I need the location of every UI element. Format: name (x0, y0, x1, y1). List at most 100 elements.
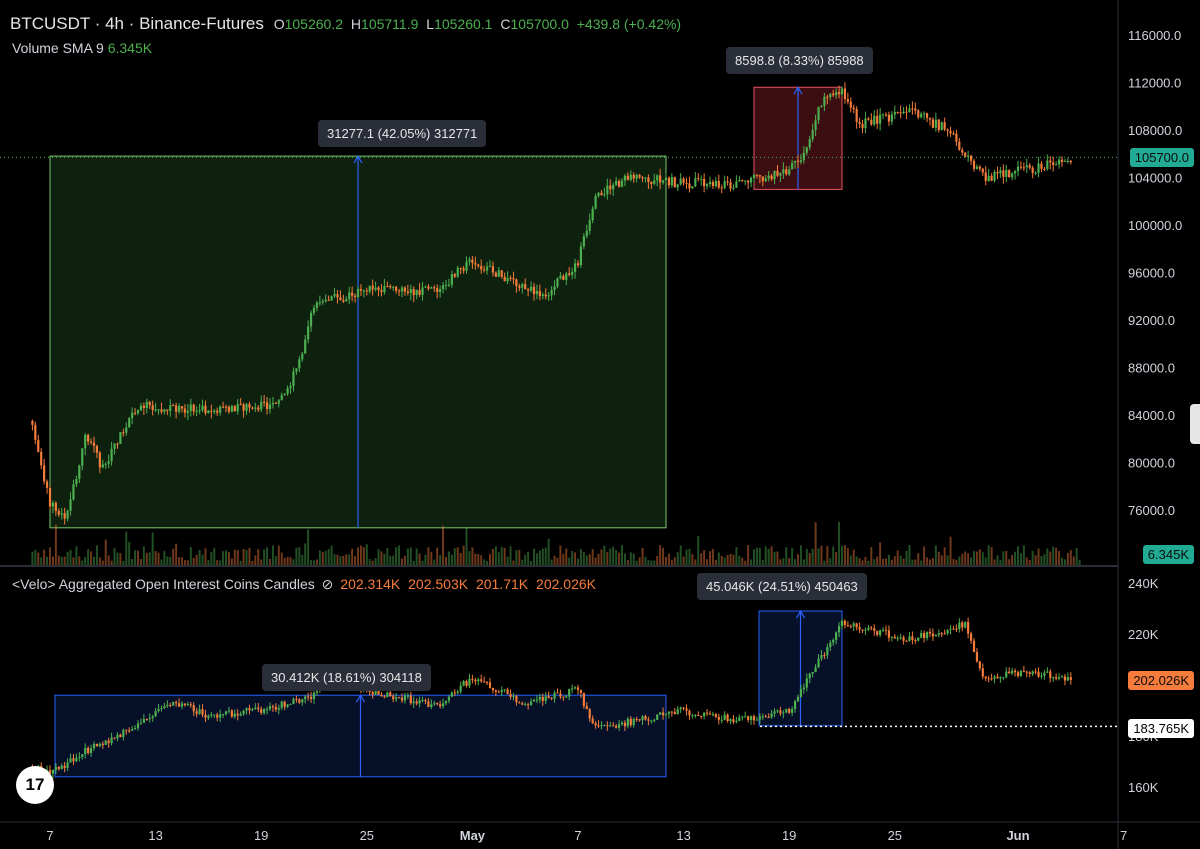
oi-candle-body (984, 676, 987, 679)
symbol-header[interactable]: BTCUSDT · 4h · Binance-Futures O105260.2… (10, 14, 681, 34)
volume-bar (509, 546, 512, 565)
price-candle-body (286, 388, 289, 394)
oi-candle-body (576, 687, 580, 690)
price-candle-body (315, 302, 319, 308)
volume-bar (471, 547, 474, 565)
volume-bar (204, 548, 207, 565)
price-candle-body (837, 92, 841, 95)
volume-bar (782, 558, 785, 565)
eye-slash-icon[interactable]: ⊘ (321, 576, 334, 592)
price-candle-body (600, 192, 603, 196)
oi-tick-label: 220K (1128, 627, 1159, 642)
price-candle-body (430, 287, 433, 289)
volume-bar (714, 559, 717, 565)
volume-bar (1069, 549, 1072, 565)
price-candle-body (465, 261, 468, 271)
volume-bar (1025, 557, 1028, 565)
price-tick-label: 92000.0 (1128, 313, 1175, 328)
oi-candle-body (389, 692, 392, 697)
price-candle-body (172, 405, 175, 407)
oi-candle-body (427, 701, 430, 708)
volume-bar (427, 547, 430, 565)
price-candle-body (157, 409, 160, 411)
price-candle-body (380, 290, 383, 293)
oi-candle-body (392, 696, 395, 700)
price-candle-body (568, 273, 571, 275)
price-candle-body (1043, 168, 1046, 170)
oi-candle-body (629, 718, 632, 726)
price-tick-label: 84000.0 (1128, 408, 1175, 423)
volume-bar (629, 552, 632, 565)
volume-bar (377, 549, 380, 565)
volume-bar (937, 551, 940, 565)
oi-candle-body (157, 708, 160, 712)
volume-bar (257, 549, 260, 565)
oi-candle-body (752, 716, 756, 721)
price-candle-body (251, 407, 254, 409)
oi-candle-body (949, 628, 952, 630)
volume-bar (577, 558, 579, 565)
price-candle-body (216, 410, 219, 413)
price-candle-body (169, 405, 172, 411)
oi-candle-body (104, 740, 107, 745)
price-candle-body (814, 120, 817, 131)
volume-bar (764, 546, 767, 565)
price-candle-body (764, 178, 767, 182)
volume-bar (876, 556, 879, 565)
oi-candle-body (483, 681, 486, 683)
volume-bar (585, 555, 588, 565)
price-candle-body (480, 266, 483, 270)
symbol-title[interactable]: BTCUSDT · 4h · Binance-Futures (10, 14, 264, 33)
price-candle-body (591, 208, 594, 221)
scale-handle[interactable] (1190, 404, 1200, 444)
price-candle-body (207, 410, 210, 414)
volume-bar (365, 544, 368, 565)
oi-candle-body (1025, 671, 1028, 673)
volume-bar (131, 559, 134, 565)
price-candle-body (682, 178, 685, 183)
volume-bar (741, 557, 744, 565)
oi-candle-body (69, 758, 72, 763)
volume-header[interactable]: Volume SMA 9 6.345K (12, 40, 152, 56)
price-candle-body (1025, 165, 1028, 168)
oi-header[interactable]: <Velo> Aggregated Open Interest Coins Ca… (12, 576, 596, 593)
oi-candle-body (125, 729, 128, 731)
oi-candle-body (1046, 671, 1049, 673)
volume-bar (776, 551, 779, 565)
price-candle-body (245, 404, 248, 411)
oi-candle-body (142, 718, 145, 723)
price-candle-body (521, 283, 524, 288)
volume-bar (122, 560, 125, 565)
oi-candle-body (210, 714, 213, 716)
volume-bar (535, 553, 538, 565)
price-candle-body (1049, 160, 1052, 163)
price-candle-body (213, 410, 216, 412)
time-tick-label: 13 (148, 828, 162, 843)
volume-bar (1058, 551, 1061, 565)
volume-bar (565, 548, 568, 565)
volume-bar (453, 548, 456, 565)
price-candle-body (45, 481, 49, 488)
oi-candle-body (48, 770, 52, 774)
tradingview-logo[interactable]: 17 (16, 766, 54, 804)
oi-candle-body (1002, 677, 1005, 679)
volume-bar (571, 551, 574, 565)
volume-bar (835, 552, 838, 565)
oi-candle-body (283, 701, 286, 707)
oi-candle-body (309, 696, 313, 699)
volume-bar (1052, 546, 1055, 565)
oi-candle-body (480, 679, 483, 682)
volume-bar (169, 556, 172, 565)
volume-bar (389, 555, 392, 565)
volume-bar (75, 546, 78, 565)
oi-candle-body (274, 706, 277, 710)
price-candle-body (312, 307, 316, 313)
price-candle-body (835, 92, 838, 96)
volume-bar (524, 554, 527, 565)
volume-bar (395, 547, 398, 565)
volume-bar (260, 559, 263, 565)
oi-candle-body (1040, 675, 1043, 677)
price-candle-body (993, 172, 996, 181)
volume-bar (899, 555, 902, 565)
